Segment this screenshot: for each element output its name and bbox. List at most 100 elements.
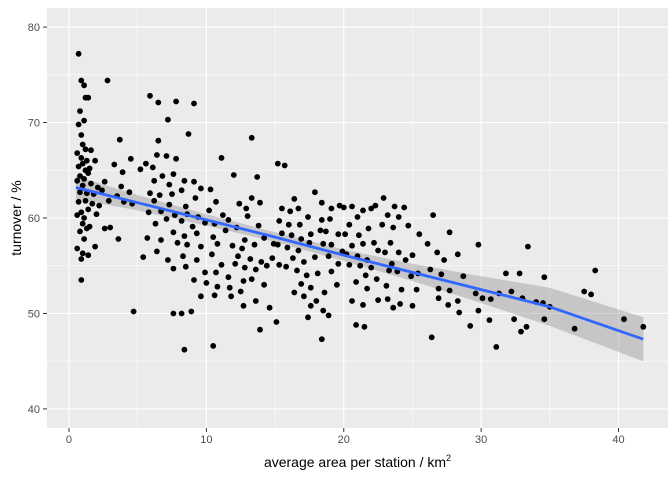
data-point bbox=[428, 334, 435, 341]
data-point bbox=[340, 204, 347, 211]
data-point bbox=[312, 254, 318, 260]
data-point bbox=[111, 161, 118, 168]
x-tick-label: 30 bbox=[475, 434, 487, 446]
data-point bbox=[384, 212, 391, 219]
data-point bbox=[181, 233, 188, 240]
data-point bbox=[382, 249, 388, 256]
data-point bbox=[380, 195, 387, 201]
data-point bbox=[472, 290, 479, 297]
data-point bbox=[279, 205, 285, 212]
data-point bbox=[588, 291, 594, 298]
data-point bbox=[158, 237, 164, 243]
data-point bbox=[435, 295, 442, 302]
data-point bbox=[388, 260, 395, 267]
x-tick-label: 0 bbox=[66, 434, 72, 446]
data-point bbox=[214, 283, 221, 290]
data-point bbox=[79, 250, 86, 257]
data-point bbox=[405, 222, 412, 229]
data-point bbox=[191, 277, 197, 283]
data-point bbox=[353, 322, 359, 328]
data-point bbox=[368, 205, 375, 212]
data-point bbox=[244, 213, 251, 220]
data-point bbox=[96, 202, 103, 209]
data-point bbox=[375, 297, 381, 303]
data-point bbox=[467, 323, 474, 329]
data-point bbox=[640, 323, 647, 330]
data-point bbox=[93, 211, 100, 218]
data-point bbox=[78, 277, 85, 283]
data-point bbox=[88, 180, 94, 187]
data-point bbox=[81, 82, 87, 89]
data-point bbox=[147, 92, 153, 99]
data-point bbox=[305, 214, 311, 220]
data-point bbox=[318, 336, 325, 343]
data-point bbox=[82, 146, 89, 153]
data-point bbox=[288, 232, 295, 239]
data-point bbox=[173, 98, 180, 105]
data-point bbox=[255, 222, 262, 229]
data-point bbox=[185, 131, 192, 137]
data-point bbox=[592, 267, 599, 274]
data-point bbox=[143, 160, 149, 167]
data-point bbox=[229, 242, 236, 249]
data-point bbox=[174, 239, 181, 246]
data-point bbox=[169, 191, 175, 198]
data-point bbox=[446, 229, 453, 236]
y-tick-label: 60 bbox=[28, 213, 40, 225]
data-point bbox=[75, 50, 82, 57]
data-point bbox=[257, 199, 263, 206]
data-point bbox=[173, 155, 180, 162]
data-point bbox=[182, 263, 189, 270]
data-point bbox=[101, 225, 108, 232]
data-point bbox=[107, 224, 114, 231]
data-point bbox=[402, 257, 409, 263]
y-tick-label: 70 bbox=[28, 118, 40, 130]
data-point bbox=[228, 293, 235, 300]
data-point bbox=[430, 212, 436, 219]
data-point bbox=[362, 272, 369, 279]
data-point bbox=[101, 178, 108, 185]
data-point bbox=[163, 153, 170, 159]
data-point bbox=[85, 252, 92, 259]
data-point bbox=[83, 157, 90, 164]
data-point bbox=[307, 284, 314, 291]
trend-line-layer bbox=[75, 186, 644, 341]
data-point bbox=[361, 323, 368, 330]
data-point bbox=[413, 286, 420, 293]
data-point bbox=[78, 77, 85, 84]
data-point bbox=[78, 132, 85, 138]
data-point bbox=[166, 181, 173, 188]
data-point bbox=[252, 266, 259, 273]
data-point bbox=[99, 187, 105, 194]
data-point bbox=[274, 160, 281, 167]
data-point bbox=[487, 296, 494, 302]
data-point bbox=[318, 199, 325, 206]
data-point bbox=[274, 241, 281, 248]
data-point bbox=[78, 209, 85, 216]
data-point bbox=[434, 249, 441, 256]
data-point bbox=[85, 206, 92, 213]
data-point bbox=[241, 264, 248, 271]
data-point bbox=[325, 253, 332, 260]
data-point bbox=[312, 189, 318, 196]
data-point bbox=[75, 121, 82, 128]
data-point bbox=[397, 301, 403, 307]
data-point bbox=[178, 218, 185, 224]
data-point bbox=[151, 197, 158, 204]
data-point bbox=[237, 288, 244, 295]
data-point bbox=[240, 302, 247, 309]
data-point bbox=[78, 256, 85, 262]
data-point bbox=[165, 257, 171, 263]
data-point bbox=[77, 108, 83, 114]
data-point bbox=[335, 231, 342, 238]
data-point bbox=[320, 240, 327, 247]
data-point bbox=[189, 223, 196, 230]
data-point bbox=[571, 325, 578, 332]
data-point bbox=[276, 218, 283, 224]
data-point bbox=[191, 100, 197, 107]
data-point bbox=[202, 269, 208, 276]
data-point bbox=[104, 77, 111, 84]
data-point bbox=[287, 208, 294, 215]
data-point bbox=[248, 276, 255, 282]
data-point bbox=[248, 195, 255, 201]
